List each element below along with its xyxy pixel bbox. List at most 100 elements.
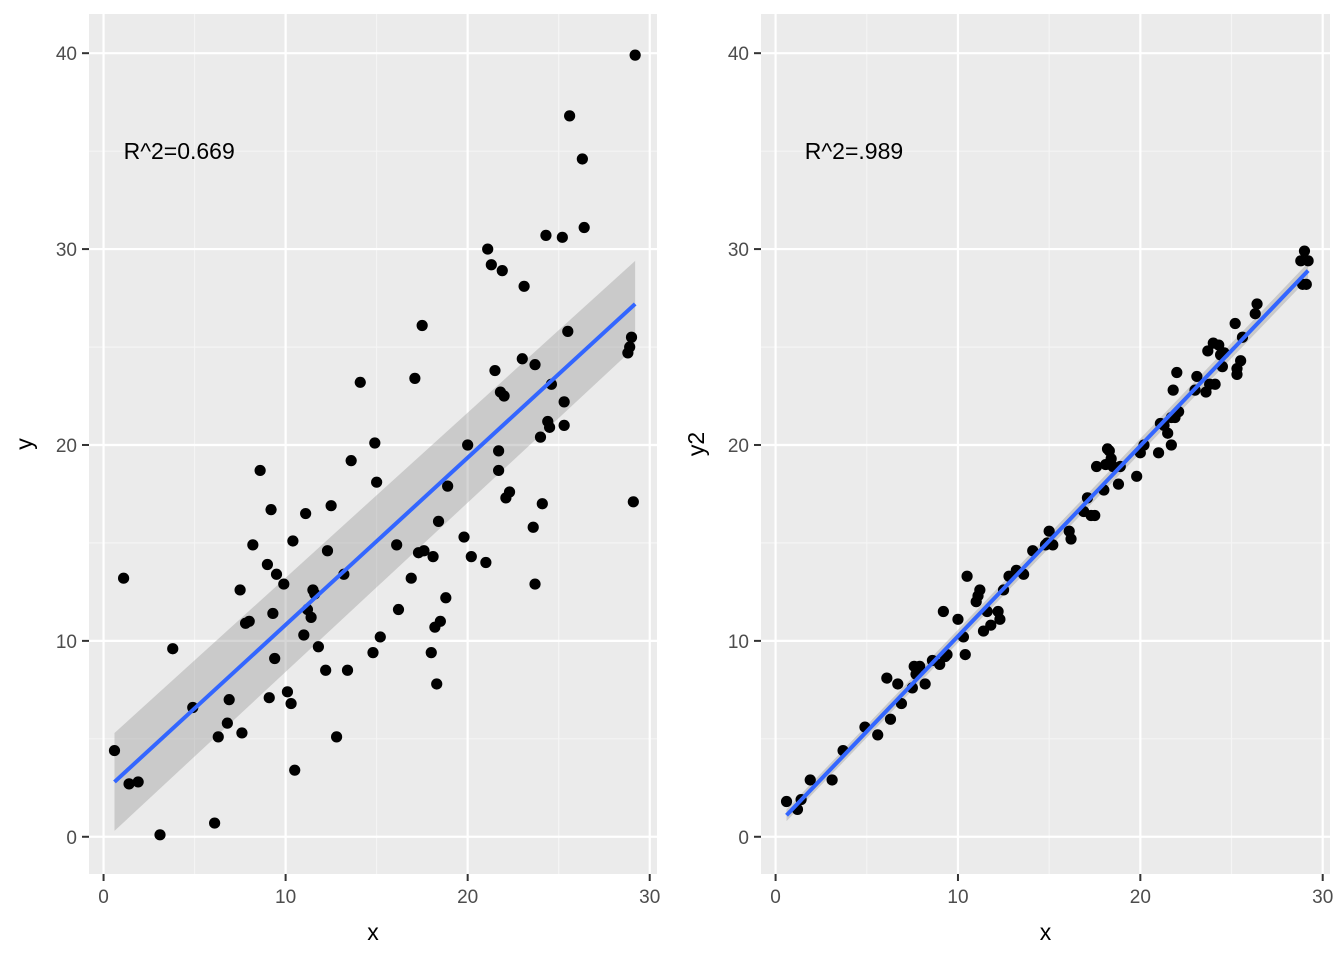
right-data-point: [1249, 308, 1261, 320]
left-data-point: [425, 647, 437, 659]
right-data-point: [1162, 427, 1174, 439]
left-data-point: [440, 592, 452, 604]
right-data-point: [780, 795, 793, 808]
left-data-point: [498, 390, 510, 402]
right-x-axis-title: x: [1040, 919, 1052, 945]
left-data-point: [489, 364, 501, 377]
left-x-tick-label: 20: [457, 887, 478, 908]
left-data-point: [442, 480, 454, 492]
left-data-point: [267, 607, 279, 620]
right-data-point: [1202, 345, 1214, 357]
left-data-point: [503, 486, 516, 498]
left-data-point: [527, 521, 539, 533]
left-data-point: [391, 539, 403, 551]
left-data-point: [578, 221, 590, 234]
left-data-point: [367, 647, 379, 659]
left-x-tick-label: 0: [98, 887, 109, 908]
left-data-point: [341, 664, 354, 676]
left-data-point: [409, 372, 421, 384]
right-y-tick-label: 10: [728, 632, 749, 653]
left-data-point: [330, 731, 343, 743]
left-data-point: [281, 686, 294, 698]
left-data-point: [627, 496, 639, 508]
right-data-point: [914, 660, 926, 672]
left-y-tick-label: 20: [56, 436, 77, 457]
left-data-point: [485, 259, 497, 271]
left-data-point: [518, 280, 530, 292]
left-data-point: [556, 231, 568, 243]
right-data-point: [892, 678, 904, 690]
left-data-point: [416, 319, 428, 332]
right-data-point: [959, 648, 971, 661]
left-data-point: [624, 341, 636, 353]
left-data-point: [540, 229, 552, 241]
left-data-point: [289, 764, 301, 776]
right-data-point: [872, 729, 884, 741]
left-data-point: [480, 556, 492, 569]
left-data-point: [558, 396, 570, 408]
left-data-point: [493, 464, 505, 477]
right-data-point: [985, 619, 997, 631]
left-regression-line: [113, 302, 637, 784]
left-data-point: [374, 631, 386, 643]
left-data-point: [534, 431, 547, 443]
left-data-point: [321, 545, 334, 557]
left-data-point: [516, 353, 528, 365]
right-data-point: [826, 774, 838, 786]
left-data-point: [558, 419, 570, 431]
right-data-point: [1231, 368, 1243, 381]
left-data-point: [434, 615, 446, 627]
left-y-tick-label: 10: [56, 632, 77, 653]
left-data-point: [221, 717, 233, 729]
left-data-point: [325, 500, 337, 512]
left-data-point: [369, 437, 381, 449]
left-data-point: [354, 376, 366, 388]
right-data-point: [1213, 339, 1225, 351]
right-data-point: [1300, 278, 1312, 290]
left-data-point: [576, 153, 588, 165]
left-data-point: [263, 692, 275, 704]
right-data-point: [919, 678, 931, 690]
left-data-point: [254, 464, 266, 477]
left-data-point: [432, 515, 445, 527]
left-y-tick-label: 0: [66, 828, 77, 849]
right-y-tick-label: 30: [728, 240, 749, 261]
right-data-point: [937, 605, 949, 618]
left-data-point: [154, 829, 166, 841]
left-data-point: [223, 694, 235, 706]
left-data-point: [529, 578, 541, 590]
left-data-point: [405, 572, 417, 584]
left-data-point: [167, 643, 179, 655]
left-y-tick-label: 30: [56, 240, 77, 261]
left-data-point: [247, 539, 259, 551]
left-data-point: [418, 545, 430, 557]
left-data-point: [285, 697, 297, 710]
left-data-point: [529, 359, 541, 371]
left-data-point: [278, 578, 290, 590]
right-data-point: [1152, 447, 1165, 459]
right-data-point: [884, 713, 897, 725]
left-data-point: [305, 611, 317, 623]
right-data-point: [1209, 378, 1221, 390]
right-data-point: [1167, 384, 1179, 396]
right-data-point: [1251, 298, 1263, 310]
left-data-point: [543, 421, 556, 433]
left-data-point: [261, 558, 274, 571]
right-x-tick-label: 0: [770, 887, 781, 908]
left-data-point: [493, 445, 505, 457]
left-data-point: [371, 476, 383, 488]
left-data-point: [300, 507, 312, 520]
right-panel: 0 10 20 30 0 10 20 30 40 R^2=.989 x y2: [683, 14, 1333, 945]
right-data-point: [1235, 355, 1247, 367]
left-data-point: [625, 331, 638, 343]
right-data-point: [1302, 255, 1314, 267]
right-y-tick-label: 20: [728, 436, 749, 457]
right-r-squared-annotation: R^2=.989: [805, 138, 903, 164]
left-data-point: [629, 49, 641, 61]
right-data-point: [952, 613, 964, 625]
left-y-axis-title: y: [11, 438, 37, 450]
left-r-squared-annotation: R^2=0.669: [124, 138, 235, 164]
right-data-point: [934, 658, 946, 670]
right-data-point: [1089, 509, 1101, 522]
right-x-tick-label: 10: [947, 887, 968, 908]
